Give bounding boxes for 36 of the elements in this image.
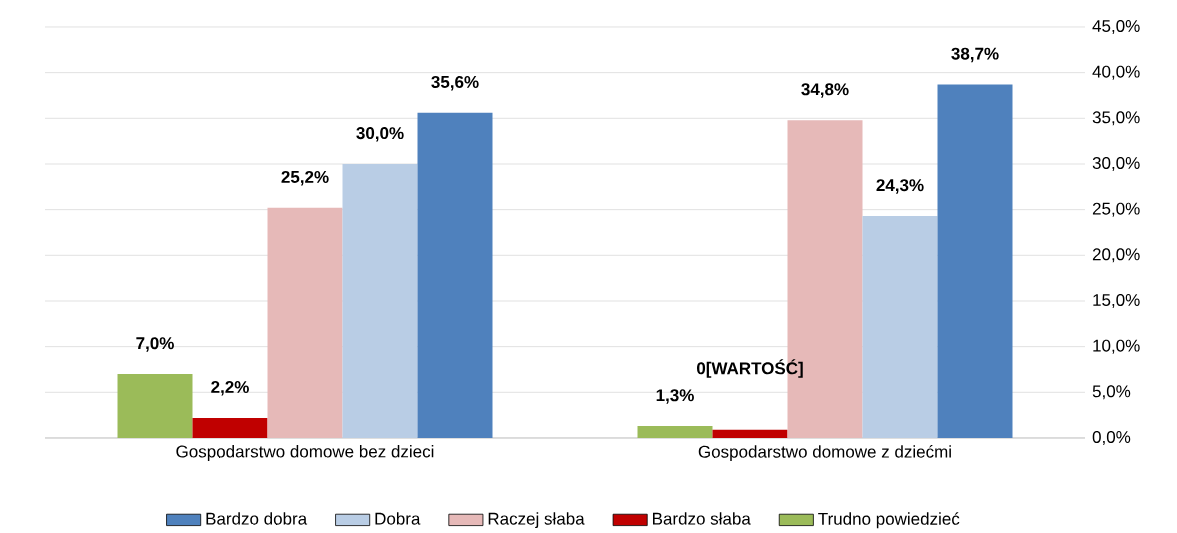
bar <box>417 112 493 438</box>
legend-label: Trudno powiedzieć <box>818 512 960 529</box>
data-label: 1,3% <box>656 389 694 404</box>
x-tick-label: Gospodarstwo domowe z dziećmi <box>698 445 951 462</box>
data-label: 35,6% <box>431 75 479 91</box>
bar <box>342 163 418 438</box>
bar <box>637 426 713 438</box>
data-label: 24,3% <box>876 179 924 194</box>
y-tick-label: 25,0% <box>1092 202 1140 217</box>
data-label: 25,2% <box>281 170 329 186</box>
y-tick-label: 35,0% <box>1092 111 1140 126</box>
legend-label: Dobra <box>375 512 421 525</box>
x-tick-label: Gospodarstwo domowe bez dzieci <box>176 445 434 461</box>
legend-label: Bardzo dobra <box>206 512 308 525</box>
y-tick-label: 40,0% <box>1092 65 1140 80</box>
y-tick-label: 20,0% <box>1092 248 1140 263</box>
annotation: 0[WARTOŚĆ] <box>696 359 803 378</box>
data-label: 7,0% <box>136 337 174 352</box>
y-tick-label: 45,0% <box>1092 19 1140 34</box>
bar <box>267 207 343 438</box>
data-label: 34,8% <box>801 83 849 98</box>
bar <box>937 84 1013 438</box>
data-label: 2,2% <box>211 381 249 396</box>
bar <box>192 417 268 438</box>
y-tick-label: 15,0% <box>1093 293 1140 308</box>
y-tick-label: 0,0% <box>1092 430 1131 445</box>
y-tick-label: 10,0% <box>1093 339 1140 354</box>
bar <box>862 216 938 438</box>
y-tick-label: 5,0% <box>1092 385 1131 400</box>
legend-label: Bardzo słaba <box>653 512 751 525</box>
legend-label: Raczej słaba <box>488 512 585 529</box>
data-label: 38,7% <box>951 47 999 63</box>
y-tick-label: 30,0% <box>1092 156 1140 171</box>
bar <box>117 374 193 438</box>
data-label: 30,0% <box>356 127 404 142</box>
bar <box>712 429 788 438</box>
